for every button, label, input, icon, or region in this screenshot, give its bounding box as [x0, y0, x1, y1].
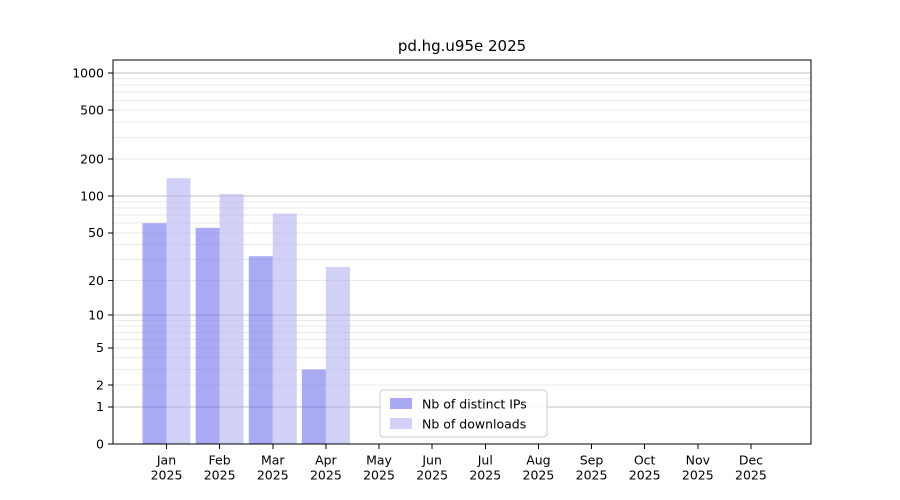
bar-distinct-ips-jan — [142, 223, 167, 444]
y-tick-label: 20 — [88, 273, 104, 288]
legend-label-distinct-ips: Nb of distinct IPs — [422, 397, 527, 412]
x-tick-label-year: 2025 — [469, 468, 501, 483]
x-tick-label-month: Apr — [315, 453, 337, 468]
legend-swatch-distinct-ips — [390, 398, 412, 409]
x-tick-label-year: 2025 — [151, 468, 183, 483]
x-tick-label-month: Jun — [421, 453, 442, 468]
bar-distinct-ips-mar — [248, 256, 273, 444]
x-tick-label-month: Aug — [526, 453, 550, 468]
bar-distinct-ips-apr — [301, 369, 326, 444]
y-tick-label: 10 — [88, 308, 104, 323]
y-tick-label: 200 — [80, 152, 104, 167]
x-tick-label-year: 2025 — [576, 468, 608, 483]
y-tick-label: 50 — [88, 225, 104, 240]
bar-downloads-feb — [219, 194, 244, 444]
x-tick-label-year: 2025 — [204, 468, 236, 483]
chart-title: pd.hg.u95e 2025 — [398, 37, 526, 55]
y-tick-label: 1 — [96, 399, 104, 414]
x-tick-label-year: 2025 — [523, 468, 555, 483]
x-tick-label-month: Sep — [580, 453, 604, 468]
bar-downloads-mar — [272, 213, 297, 444]
x-tick-label-month: Feb — [209, 453, 231, 468]
x-tick-label-year: 2025 — [310, 468, 342, 483]
y-tick-label: 100 — [80, 188, 104, 203]
y-tick-label: 5 — [96, 340, 104, 355]
x-tick-label-month: Jul — [477, 453, 493, 468]
legend-swatch-downloads — [390, 418, 412, 429]
y-tick-label: 1000 — [72, 65, 104, 80]
bar-downloads-jan — [166, 178, 191, 444]
x-tick-label-year: 2025 — [629, 468, 661, 483]
x-tick-label-year: 2025 — [416, 468, 448, 483]
legend-box — [379, 389, 548, 438]
legend-label-downloads: Nb of downloads — [422, 417, 526, 432]
x-tick-label-month: Jan — [156, 453, 176, 468]
bar-downloads-apr — [325, 267, 350, 444]
y-tick-label: 500 — [80, 102, 104, 117]
y-tick-label: 0 — [96, 436, 104, 451]
axes-frame — [112, 59, 812, 445]
x-tick-label-month: Dec — [739, 453, 763, 468]
x-tick-label-year: 2025 — [363, 468, 395, 483]
x-tick-label-month: May — [366, 453, 392, 468]
x-tick-label-month: Mar — [261, 453, 285, 468]
x-tick-label-year: 2025 — [682, 468, 714, 483]
x-tick-label-year: 2025 — [257, 468, 289, 483]
bar-distinct-ips-feb — [195, 227, 220, 444]
y-tick-label: 2 — [96, 377, 104, 392]
x-tick-label-month: Oct — [634, 453, 656, 468]
x-tick-label-year: 2025 — [735, 468, 767, 483]
x-tick-label-month: Nov — [686, 453, 711, 468]
